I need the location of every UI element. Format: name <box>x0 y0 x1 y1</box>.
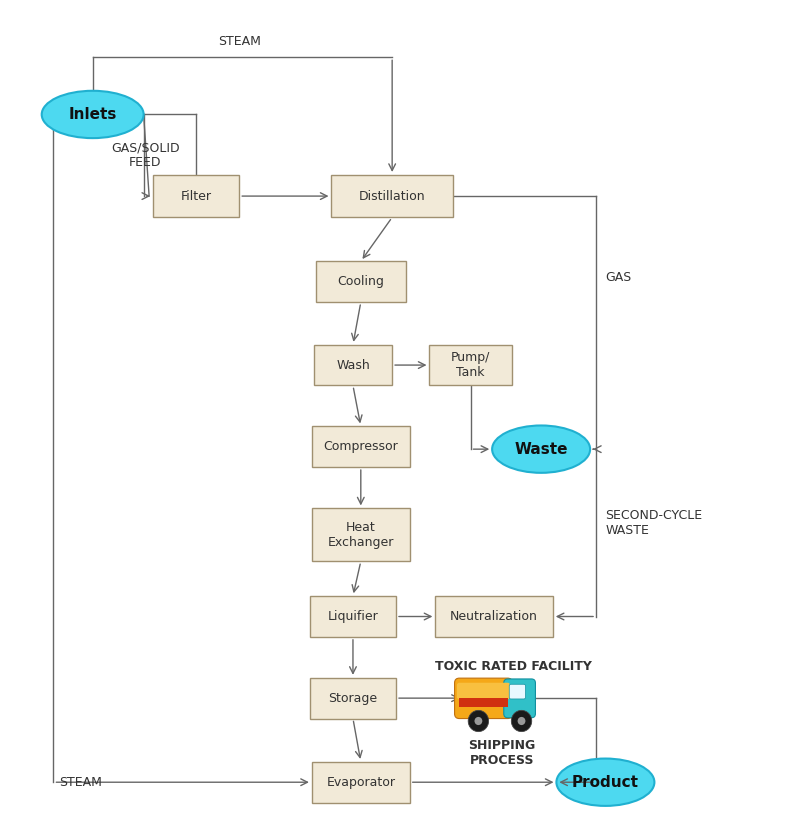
FancyBboxPatch shape <box>504 679 535 718</box>
FancyBboxPatch shape <box>312 762 410 803</box>
FancyBboxPatch shape <box>310 596 396 637</box>
Circle shape <box>468 711 489 731</box>
Text: Distillation: Distillation <box>359 190 426 202</box>
FancyBboxPatch shape <box>314 345 392 386</box>
Text: Product: Product <box>572 775 639 790</box>
FancyBboxPatch shape <box>316 262 406 302</box>
FancyBboxPatch shape <box>430 345 512 386</box>
Text: Filter: Filter <box>181 190 212 202</box>
FancyBboxPatch shape <box>457 683 510 699</box>
FancyBboxPatch shape <box>454 678 512 719</box>
Text: Wash: Wash <box>336 358 370 372</box>
Text: Pump/
Tank: Pump/ Tank <box>451 351 490 379</box>
Text: TOXIC RATED FACILITY: TOXIC RATED FACILITY <box>435 660 592 673</box>
Text: Neutralization: Neutralization <box>450 610 538 623</box>
FancyBboxPatch shape <box>459 698 508 707</box>
FancyBboxPatch shape <box>312 508 410 561</box>
FancyBboxPatch shape <box>312 426 410 467</box>
Text: Evaporator: Evaporator <box>326 776 395 789</box>
Circle shape <box>511 711 532 731</box>
Text: Cooling: Cooling <box>338 275 384 288</box>
Text: Liquifier: Liquifier <box>327 610 378 623</box>
Text: STEAM: STEAM <box>59 776 102 789</box>
Ellipse shape <box>557 759 654 806</box>
FancyBboxPatch shape <box>435 596 553 637</box>
Circle shape <box>518 717 526 725</box>
Text: SHIPPING
PROCESS: SHIPPING PROCESS <box>468 739 535 767</box>
FancyBboxPatch shape <box>510 684 526 699</box>
Text: STEAM: STEAM <box>218 34 261 47</box>
Text: SECOND-CYCLE
WASTE: SECOND-CYCLE WASTE <box>606 509 702 536</box>
Text: GAS: GAS <box>606 272 632 284</box>
FancyBboxPatch shape <box>153 175 239 217</box>
Text: GAS/SOLID
FEED: GAS/SOLID FEED <box>111 142 179 169</box>
Text: Compressor: Compressor <box>323 440 398 453</box>
Text: Heat
Exchanger: Heat Exchanger <box>328 521 394 549</box>
Ellipse shape <box>42 91 144 138</box>
Text: Inlets: Inlets <box>69 107 117 122</box>
FancyBboxPatch shape <box>310 678 396 719</box>
Ellipse shape <box>492 426 590 473</box>
Text: Waste: Waste <box>514 441 568 456</box>
Text: Storage: Storage <box>328 691 378 705</box>
FancyBboxPatch shape <box>331 175 453 217</box>
Circle shape <box>474 717 482 725</box>
